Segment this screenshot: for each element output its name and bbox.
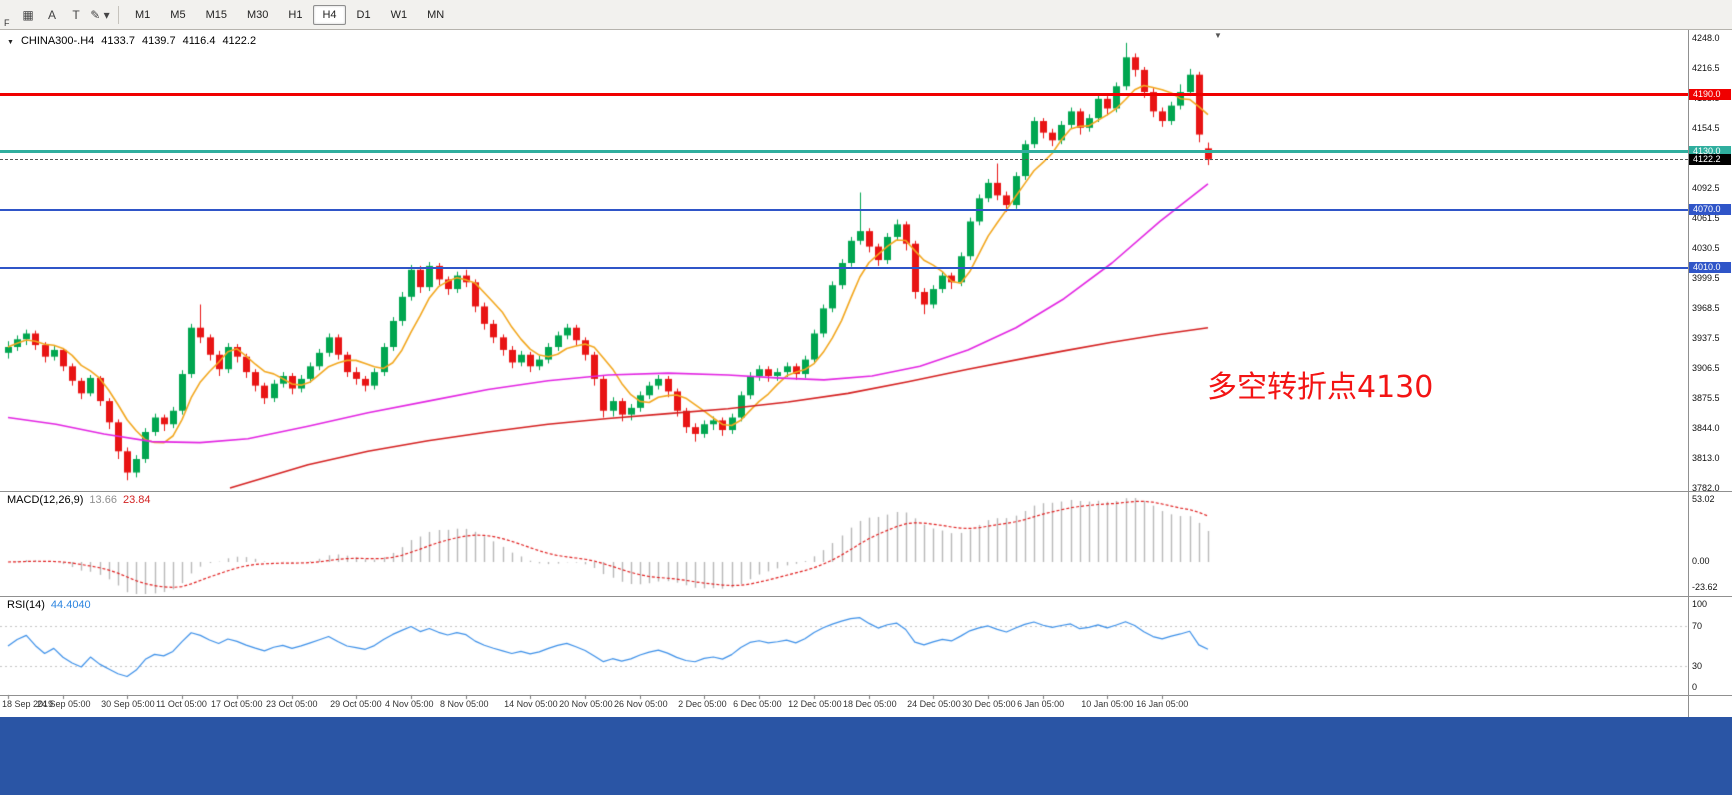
timeframe-button-h4[interactable]: H4	[313, 4, 346, 25]
timeframe-button-h1[interactable]: H1	[288, 8, 303, 21]
time-axis-label: 8 Nov 05:00	[440, 699, 489, 709]
macd-axis-label: 0.00	[1692, 556, 1710, 566]
time-axis-label: 10 Jan 05:00	[1081, 699, 1134, 709]
rsi-value: 44.4040	[50, 599, 91, 611]
price-axis-label: 4030.5	[1692, 243, 1720, 254]
price-hline-4190.0[interactable]	[0, 92, 1688, 96]
time-axis-label: 30 Dec 05:00	[962, 699, 1016, 709]
rsi-axis-label: 30	[1692, 660, 1703, 671]
price-axis-label: 3968.5	[1692, 302, 1720, 313]
annotation-text[interactable]: 多空转折点4130	[1207, 370, 1434, 405]
bottom-bar	[0, 717, 1732, 795]
text-tool-button[interactable]: T	[72, 7, 80, 22]
price-axis-label: 3937.5	[1692, 332, 1720, 343]
macd-value: 13.66	[89, 494, 117, 506]
price-axis-label: 4061.5	[1692, 213, 1720, 224]
price-axis-label: 3906.5	[1692, 362, 1720, 373]
timeframe-button-m5[interactable]: M5	[170, 8, 186, 21]
panel-separator-rsi	[0, 596, 1732, 597]
price-axis-label: 3813.0	[1692, 453, 1720, 464]
price-hline-4010.0[interactable]	[0, 266, 1688, 269]
current-price-tag: 4122.2	[1689, 153, 1731, 165]
time-axis-label: 29 Oct 05:00	[330, 699, 382, 709]
rsi-label: RSI(14) 44.4040	[7, 599, 91, 611]
time-axis-label: 16 Jan 05:00	[1136, 699, 1189, 709]
time-axis-label: 18 Sep 2019	[2, 699, 54, 709]
price-axis-label: 3875.5	[1692, 392, 1720, 403]
current-price-line	[0, 159, 1688, 161]
price-axis-label: 3999.5	[1692, 272, 1720, 283]
macd-signal-value: 23.84	[122, 494, 151, 506]
ohlc-high: 4139.7	[141, 35, 176, 47]
rsi-axis-label: 70	[1692, 621, 1703, 632]
rsi-axis-label: 100	[1692, 599, 1708, 609]
price-tag-4130.0: 4130.0	[1689, 146, 1731, 158]
time-axis-label: 26 Nov 05:00	[614, 699, 668, 709]
chart-symbol-header: ▼ CHINA300-.H4 4133.7 4139.7 4116.4 4122…	[7, 35, 256, 47]
macd-axis-label: 53.02	[1692, 494, 1715, 504]
panel-separator-timeaxis	[0, 695, 1732, 696]
tool-buttons-group: ▦ A T ✎ ▾	[16, 4, 112, 26]
price-axis-label: 4248.0	[1692, 33, 1720, 43]
symbol-name: CHINA300-.H4	[20, 35, 95, 47]
panel-separator-macd	[0, 491, 1732, 492]
top-toolbar: ▦ A T ✎ ▾ M1 M5 M15 M30 H1 H4 D1 W1 MN F	[0, 0, 1732, 30]
timeframe-button-w1[interactable]: W1	[390, 8, 408, 21]
macd-name: MACD(12,26,9)	[7, 494, 84, 506]
price-tag-4010.0: 4010.0	[1689, 262, 1731, 274]
ohlc-low: 4116.4	[182, 35, 216, 47]
timeframe-buttons-group: M1 M5 M15 M30 H1 H4 D1 W1 MN	[125, 4, 454, 25]
macd-label: MACD(12,26,9) 13.66 23.84	[7, 494, 150, 506]
ohlc-close: 4122.2	[222, 35, 257, 47]
ohlc-open: 4133.7	[101, 35, 135, 47]
rsi-axis-label: 0	[1692, 682, 1698, 692]
chevron-down-icon[interactable]: ▼	[7, 39, 14, 46]
price-hline-4070.0[interactable]	[0, 208, 1688, 211]
price-hline-4130.0[interactable]	[0, 150, 1688, 154]
price-axis-label: 4092.5	[1692, 183, 1720, 194]
time-axis-label: 24 Dec 05:00	[907, 699, 961, 709]
rsi-name: RSI(14)	[7, 599, 45, 611]
time-axis-label: 6 Dec 05:00	[733, 699, 782, 709]
time-axis-label: 14 Nov 05:00	[504, 699, 558, 709]
draw-tool-button[interactable]: ✎ ▾	[90, 7, 110, 22]
price-tag-4190.0: 4190.0	[1689, 88, 1731, 100]
chart-shift-marker-icon: ▼	[1214, 31, 1222, 40]
time-axis-label: 17 Oct 05:00	[211, 699, 263, 709]
time-axis-label: 6 Jan 05:00	[1017, 699, 1065, 709]
time-axis-label: 23 Oct 05:00	[265, 699, 318, 709]
time-axis-label: 30 Sep 05:00	[101, 699, 155, 709]
price-axis-border	[1688, 30, 1689, 717]
time-axis-label: 20 Nov 05:00	[559, 699, 613, 709]
timeframe-button-d1[interactable]: D1	[356, 8, 371, 21]
price-tag-4070.0: 4070.0	[1689, 204, 1731, 216]
timeframe-button-mn[interactable]: MN	[427, 8, 445, 21]
timeframe-button-m30[interactable]: M30	[246, 8, 269, 21]
time-axis-label: 2 Dec 05:00	[678, 699, 727, 709]
chart-grid-button[interactable]: ▦	[22, 7, 34, 22]
time-axis-label: 12 Dec 05:00	[788, 699, 842, 709]
toolbar-f-label: F	[4, 18, 10, 28]
macd-axis-label: -23.62	[1692, 582, 1718, 592]
price-axis-label: 4216.5	[1692, 63, 1720, 74]
price-axis-label: 3844.0	[1692, 423, 1720, 434]
timeframe-button-m1[interactable]: M1	[135, 8, 151, 21]
time-axis-label: 24 Sep 05:00	[36, 699, 91, 709]
toolbar-separator	[118, 5, 119, 24]
cursor-tool-button[interactable]: A	[47, 7, 56, 22]
time-axis-label: 18 Dec 05:00	[843, 699, 897, 709]
timeframe-button-m15[interactable]: M15	[205, 8, 227, 21]
price-axis-label: 4154.5	[1692, 123, 1720, 134]
price-axis-label: 3782.0	[1692, 483, 1720, 493]
time-axis-label: 11 Oct 05:00	[156, 699, 207, 709]
time-axis-label: 4 Nov 05:00	[385, 699, 434, 709]
